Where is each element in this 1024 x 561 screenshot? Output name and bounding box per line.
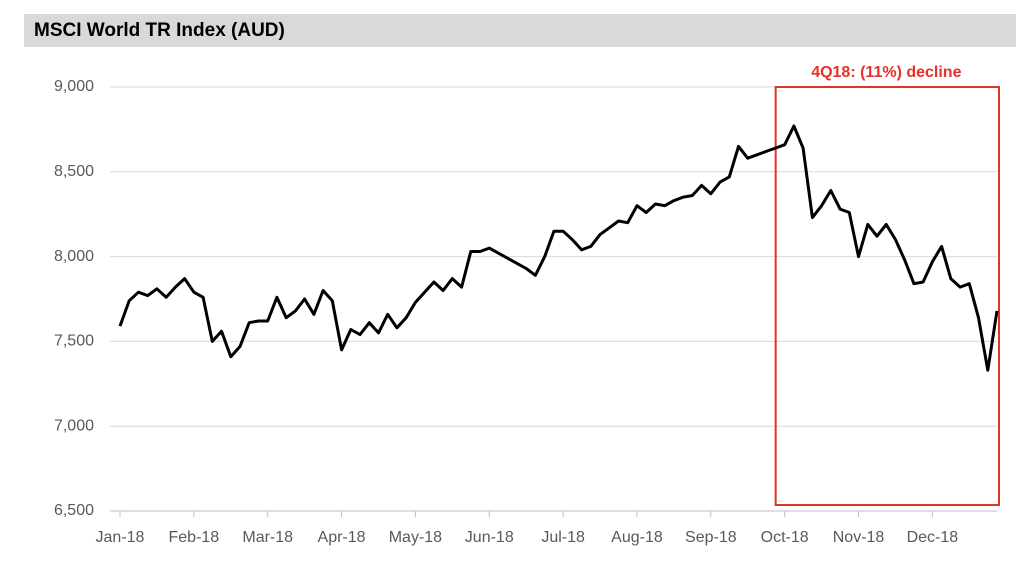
x-tick-label: Sep-18 bbox=[685, 529, 737, 546]
y-tick-label: 8,000 bbox=[54, 248, 94, 265]
highlight-box bbox=[774, 86, 1001, 506]
x-tick-label: Apr-18 bbox=[318, 529, 366, 546]
x-tick-label: Mar-18 bbox=[242, 529, 293, 546]
y-tick-label: 9,000 bbox=[54, 78, 94, 95]
x-tick-label: Nov-18 bbox=[833, 529, 885, 546]
y-tick-label: 6,500 bbox=[54, 502, 94, 519]
title-bar bbox=[24, 14, 1016, 47]
x-tick-label: Feb-18 bbox=[169, 529, 220, 546]
chart-title: MSCI World TR Index (AUD) bbox=[34, 20, 285, 41]
x-tick-label: Oct-18 bbox=[761, 529, 809, 546]
y-tick-label: 7,000 bbox=[54, 417, 94, 434]
x-tick-label: Aug-18 bbox=[611, 529, 663, 546]
x-tick-label: Dec-18 bbox=[907, 529, 959, 546]
y-tick-label: 7,500 bbox=[54, 333, 94, 350]
x-tick-label: May-18 bbox=[389, 529, 442, 546]
line bbox=[118, 124, 999, 372]
x-tick-label: Jan-18 bbox=[96, 529, 145, 546]
x-tick-label: Jul-18 bbox=[541, 529, 585, 546]
annotation: 4Q18: (11%) decline bbox=[811, 64, 961, 81]
y-tick-label: 8,500 bbox=[54, 163, 94, 180]
x-tick-label: Jun-18 bbox=[465, 529, 514, 546]
